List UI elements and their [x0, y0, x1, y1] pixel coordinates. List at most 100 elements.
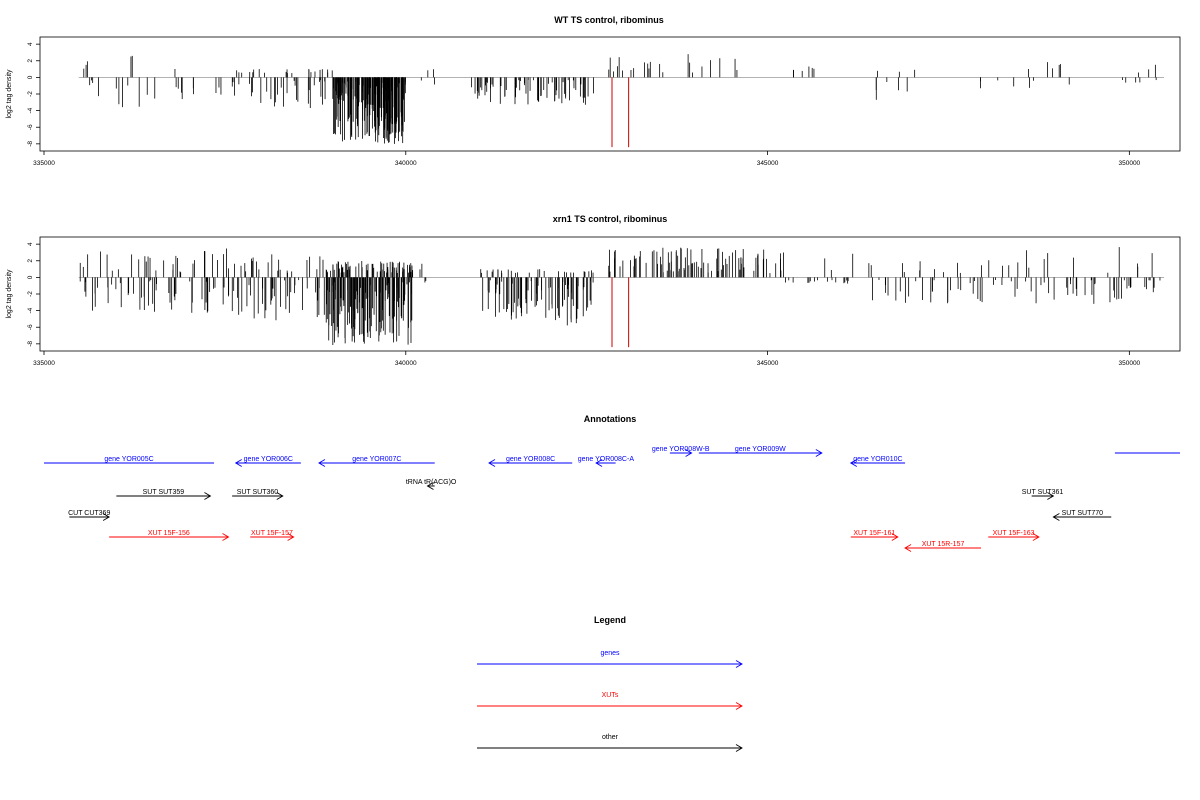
- feature-label: gene YOR008C: [506, 456, 555, 463]
- y-tick-label: -2: [27, 291, 34, 297]
- annotation-feature: XUT 15R-157: [904, 541, 982, 552]
- x-tick-label: 335000: [33, 360, 55, 367]
- feature-label: gene YOR006C: [244, 456, 293, 463]
- x-tick-label: 335000: [33, 160, 55, 167]
- feature-label: gene YOR009W: [735, 446, 786, 453]
- y-tick-label: -6: [27, 324, 34, 330]
- y-tick-label: 0: [27, 75, 34, 79]
- feature-label: gene YOR005C: [104, 456, 153, 463]
- wt-bars: [78, 54, 1165, 148]
- arrow-head: [426, 482, 434, 490]
- annotation-features: gene YOR005C gene YOR006C gene YOR007C gene…: [44, 446, 1180, 552]
- xrn1-bars: [78, 247, 1165, 348]
- y-tick-label: -6: [27, 124, 34, 130]
- annotation-feature: gene YOR006C: [234, 456, 301, 467]
- feature-label: gene YOR007C: [352, 456, 401, 463]
- annotation-feature: XUT 15F-157: [250, 530, 295, 541]
- wt-track-title: WT TS control, ribominus: [554, 15, 664, 25]
- legend-label: XUTs: [602, 692, 619, 699]
- annotation-feature: gene YOR010C: [849, 456, 906, 467]
- legend-item: XUTs: [477, 692, 743, 710]
- legend-label: other: [602, 734, 619, 741]
- wt-axis-ticks: 4 2 0 -2 -4 -6 -8 335000 340000 345000 350000: [27, 42, 1141, 167]
- feature-label: SUT SUT359: [143, 489, 185, 496]
- y-tick-label: 2: [27, 59, 34, 63]
- arrow-head: [488, 459, 496, 467]
- feature-label: SUT SUT770: [1062, 510, 1104, 517]
- annotation-feature: XUT 15F-161: [850, 530, 899, 541]
- arrow-head: [276, 492, 284, 500]
- x-tick-label: 340000: [395, 160, 417, 167]
- arrow-head: [735, 744, 743, 752]
- y-tick-label: -2: [27, 91, 34, 97]
- feature-label: XUT 15F-157: [251, 530, 293, 537]
- feature-label: SUT SUT360: [237, 489, 279, 496]
- annotation-feature: SUT SUT361: [1022, 489, 1064, 500]
- feature-label: XUT 15F-161: [853, 530, 895, 537]
- arrow-head: [1052, 513, 1060, 521]
- arrow-head: [849, 459, 858, 467]
- y-tick-label: -4: [27, 107, 34, 113]
- y-tick-label: 2: [27, 259, 34, 263]
- legend-label: genes: [600, 650, 620, 657]
- y-tick-label: -4: [27, 307, 34, 313]
- wt-track-ylabel: log2 tag density: [6, 69, 13, 119]
- x-tick-label: 345000: [757, 360, 779, 367]
- arrow-head: [904, 544, 912, 552]
- arrow-head: [735, 660, 743, 668]
- annotation-feature: gene YOR009W: [698, 446, 823, 457]
- wt-track-panel: WT TS control, ribominus log2 tag densit…: [6, 15, 1181, 167]
- annotation-feature: gene YOR008C: [488, 456, 573, 467]
- x-tick-label: 345000: [757, 160, 779, 167]
- legend-item: other: [477, 734, 743, 752]
- y-tick-label: -8: [27, 341, 34, 347]
- feature-label: XUT 15F-156: [148, 530, 190, 537]
- arrow-head: [102, 513, 111, 521]
- annotation-feature: gene YOR008W-B: [652, 446, 710, 457]
- arrow-head: [204, 492, 212, 500]
- feature-label: tRNA tR(ACG)O: [406, 479, 457, 486]
- legend-items: genes XUTs other: [477, 650, 743, 752]
- feature-label: CUT CUT369: [68, 510, 110, 517]
- feature-label: gene YOR008W-B: [652, 446, 710, 453]
- feature-label: XUT 15F-163: [993, 530, 1035, 537]
- arrow-head: [685, 449, 693, 457]
- annotations-title: Annotations: [584, 414, 637, 424]
- y-tick-label: 4: [27, 42, 34, 46]
- annotation-feature: XUT 15F-156: [109, 530, 230, 541]
- xrn1-track-frame: [39, 236, 1181, 352]
- arrow-head: [815, 449, 823, 457]
- y-tick-label: 4: [27, 242, 34, 246]
- xrn1-track-ylabel: log2 tag density: [6, 269, 13, 319]
- annotations-panel: Annotations gene YOR005C gene YOR006C gene…: [44, 414, 1180, 552]
- x-tick-label: 350000: [1118, 160, 1140, 167]
- xrn1-track-title: xrn1 TS control, ribominus: [553, 214, 668, 224]
- annotation-feature: gene YOR008C-A: [578, 456, 634, 467]
- annotation-feature: XUT 15F-163: [988, 530, 1040, 541]
- annotation-feature: gene YOR007C: [318, 456, 435, 467]
- feature-label: gene YOR010C: [853, 456, 902, 463]
- annotation-feature: CUT CUT369: [68, 510, 110, 521]
- annotation-feature: SUT SUT770: [1052, 510, 1112, 521]
- annotation-feature: gene YOR005C: [44, 456, 215, 464]
- arrow-head: [234, 459, 242, 467]
- x-tick-label: 340000: [395, 360, 417, 367]
- arrow-head: [318, 459, 326, 467]
- arrow-head: [1032, 533, 1040, 541]
- y-tick-label: 0: [27, 275, 34, 279]
- feature-label: SUT SUT361: [1022, 489, 1064, 496]
- annotation-feature: SUT SUT359: [116, 489, 212, 500]
- x-tick-label: 350000: [1118, 360, 1140, 367]
- arrow-head: [287, 533, 295, 541]
- arrow-head: [1047, 492, 1055, 500]
- arrow-head: [222, 533, 230, 541]
- y-tick-label: -8: [27, 141, 34, 147]
- wt-track-frame: [39, 36, 1181, 152]
- annotation-feature: SUT SUT360: [232, 489, 284, 500]
- legend-panel: Legend genes XUTs other: [477, 615, 743, 752]
- annotation-feature: tRNA tR(ACG)O: [406, 479, 457, 490]
- legend-title: Legend: [594, 615, 626, 625]
- legend-item: genes: [477, 650, 743, 668]
- arrow-head: [891, 533, 899, 541]
- arrow-head: [735, 702, 743, 710]
